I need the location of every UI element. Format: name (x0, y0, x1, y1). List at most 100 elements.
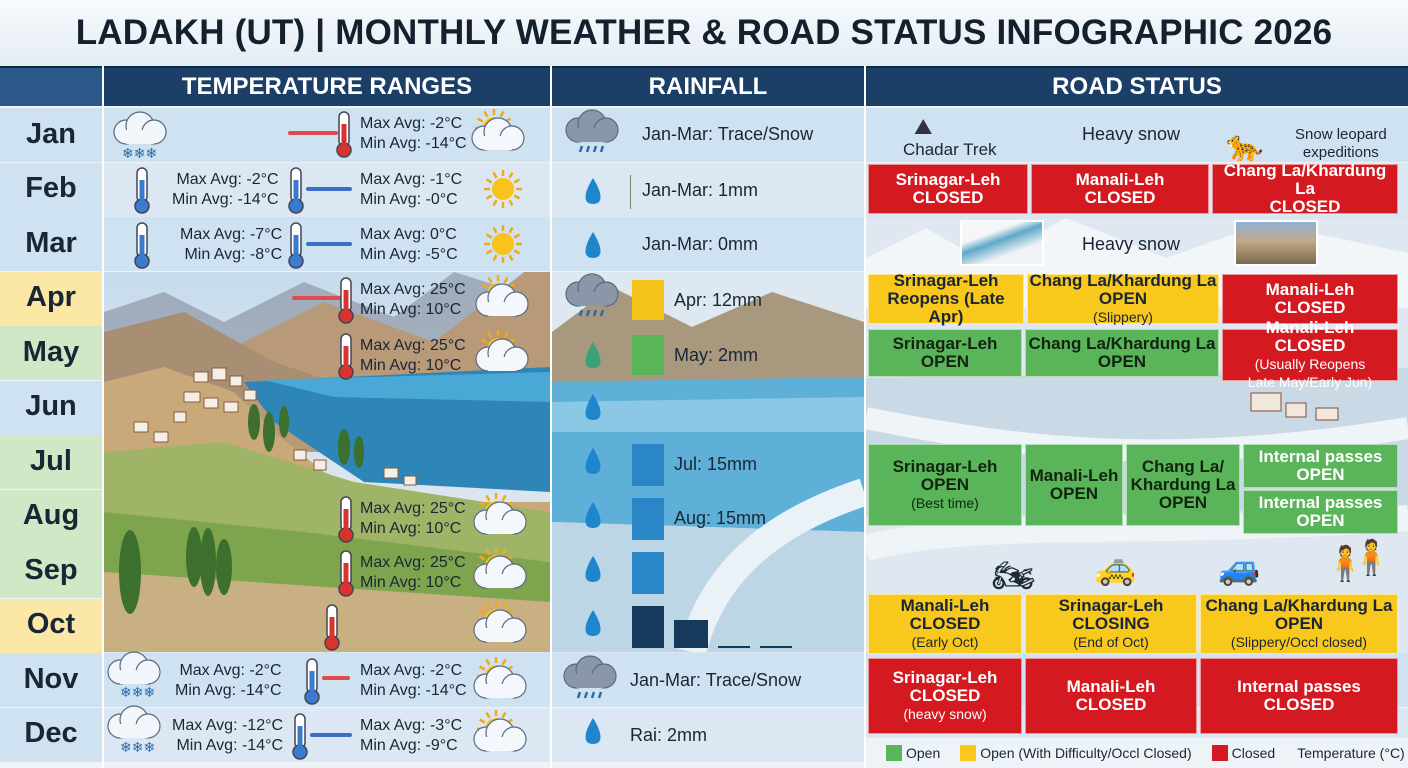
road-nov-manali: Manali-Leh CLOSED (1025, 658, 1197, 734)
road-oct-manali: Manali-Leh CLOSED (Early Oct) (868, 594, 1022, 654)
rain-may: May: 2mm (674, 345, 759, 365)
rain-dec: Rai: 2mm (630, 725, 708, 745)
snowflake-icon: ❄❄❄ (120, 740, 155, 756)
road-name: Srinagar-Leh (895, 170, 1001, 189)
road-may-srinagar: Srinagar-Leh OPEN (868, 329, 1022, 377)
legend: Open Open (With Difficulty/Occl Closed) … (866, 738, 1408, 768)
legend-difficulty: Open (With Difficulty/Occl Closed) (980, 745, 1192, 761)
road-jan-chadar: Chadar Trek (903, 140, 997, 159)
legend-open: Open (906, 745, 941, 761)
thermometer-icon (134, 167, 150, 214)
rain-drops-icon (599, 145, 605, 153)
temp-dec-a-text: Max Avg: -12°C Min Avg: -14°C (172, 717, 284, 754)
thermometer-icon (292, 713, 308, 760)
temperature-bar (306, 187, 352, 191)
header-rainfall: RAINFALL (552, 66, 864, 106)
month-label-jul: Jul (30, 444, 72, 477)
rain-drops-icon (576, 691, 582, 699)
cloud-icon (113, 111, 167, 145)
month-label-feb: Feb (25, 172, 77, 204)
road-may-manali: Manali-Leh CLOSED (Usually Reopens Late May… (1222, 319, 1398, 390)
month-label-sep: Sep (24, 553, 78, 586)
road-status: CLOSED (1263, 695, 1335, 714)
road-status: OPEN (920, 352, 970, 371)
thermometer-icon (288, 222, 304, 269)
rain-mar: Jan-Mar: 0mm (642, 234, 759, 254)
thermometer-icon (338, 333, 354, 380)
road-note: (Slippery) (1093, 309, 1153, 325)
rain-bar-oct-2 (674, 620, 708, 648)
temp-apr-text: Max Avg: 25°C Min Avg: 10°C (360, 281, 466, 318)
road-name: Srinagar-Leh (893, 271, 999, 290)
raindrop-icon (585, 610, 601, 636)
temp-may-text: Max Avg: 25°C Min Avg: 10°C (360, 337, 466, 374)
month-label-nov: Nov (23, 662, 79, 695)
month-cell (0, 271, 102, 326)
month-label-mar: Mar (25, 226, 77, 259)
month-cell (0, 653, 102, 707)
road-status: OPEN (920, 475, 970, 494)
raindrop-icon (585, 718, 601, 744)
road-status: OPEN (1049, 484, 1099, 503)
month-cell (0, 489, 102, 544)
rain-bar-oct-3 (718, 646, 750, 648)
road-status: OPEN (1296, 511, 1345, 530)
road-name: Manali-Leh (1265, 318, 1355, 337)
row-strip (0, 108, 1408, 162)
temp-mar-a: Max Avg: -7°C Min Avg: -8°C (180, 225, 282, 265)
road-jul-internal-1: Internal passes OPEN (1243, 444, 1398, 488)
rain-drops-icon (599, 309, 605, 317)
raindrop-icon (585, 394, 601, 420)
road-status: CLOSED (1075, 695, 1147, 714)
thermometer-icon (134, 222, 150, 269)
header-temperature: TEMPERATURE RANGES (104, 66, 550, 106)
road-name: Chang La/Khardung La (1029, 271, 1217, 290)
road-jul-srinagar: Srinagar-Leh OPEN (Best time) (868, 444, 1022, 526)
temp-apr: Max Avg: 25°C Min Avg: 10°C (360, 280, 466, 320)
rain-cloud-icon (565, 109, 619, 143)
road-name: Srinagar-Leh (1058, 596, 1164, 615)
temp-sep: Max Avg: 25°C Min Avg: 10°C (360, 553, 466, 593)
partly-cloudy-icon (471, 117, 525, 151)
partly-cloudy-icon (473, 555, 527, 589)
month-cell (0, 162, 102, 217)
rain-bar-sep (632, 552, 664, 594)
temp-dec-b: Max Avg: -3°C Min Avg: -9°C (360, 716, 462, 756)
rain-marker-feb (630, 175, 631, 209)
thermometer-icon (338, 277, 354, 324)
temp-nov-b: Max Avg: -2°C Min Avg: -14°C (360, 661, 467, 701)
road-jul-changla: Chang La/ Khardung La OPEN (1126, 444, 1240, 526)
partly-cloudy-icon (475, 338, 529, 372)
temp-sep-text: Max Avg: 25°C Min Avg: 10°C (360, 554, 466, 591)
road-note: Late May/Early Jun) (1247, 374, 1373, 390)
road-status: OPEN (1097, 352, 1147, 371)
rain-drops-icon (585, 309, 591, 317)
temp-mar-b-text: Max Avg: 0°C Min Avg: -5°C (360, 226, 458, 263)
legend-difficulty-swatch (960, 745, 977, 761)
raindrop-icon (585, 502, 601, 528)
temperature-bar (310, 733, 352, 737)
raindrop-icon (585, 232, 601, 258)
road-name: Manali-Leh (900, 596, 990, 615)
page-title: LADAKH (UT) | MONTHLY WEATHER & ROAD STA… (0, 0, 1408, 66)
month-cell (0, 380, 102, 435)
raindrop-icon (585, 556, 601, 582)
road-name: Srinagar-Leh (892, 668, 998, 687)
month-cell (0, 108, 102, 162)
road-status: OPEN (1274, 614, 1324, 633)
road-jul-internal-2: Internal passes OPEN (1243, 490, 1398, 534)
frozen-river-photo (960, 220, 1044, 266)
rain-drops-icon (578, 145, 584, 153)
header-road-status: ROAD STATUS (866, 66, 1408, 106)
sun-icon (484, 225, 522, 263)
snow-leopard-icon: 🐆 (1226, 129, 1263, 164)
road-name: Chang La/ Khardung La (1130, 457, 1236, 494)
road-status: Reopens (Late Apr) (887, 289, 1005, 326)
trekker-icon: ⛰ (914, 115, 932, 140)
divider (864, 66, 866, 768)
temp-nov-a-text: Max Avg: -2°C Min Avg: -14°C (175, 662, 282, 699)
taxi-icon: 🚕 (1094, 548, 1137, 588)
traveller-icon: 🧍 (1324, 544, 1367, 584)
road-name: Manali-Leh (1029, 466, 1119, 485)
road-name: Internal passes (1237, 677, 1361, 696)
